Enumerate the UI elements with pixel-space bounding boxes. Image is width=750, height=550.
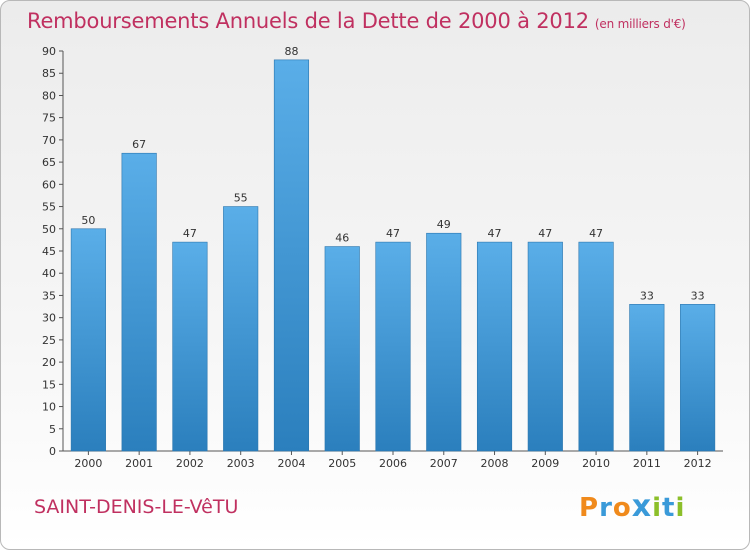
x-tick-label: 2011 xyxy=(633,457,661,470)
x-tick-label: 2008 xyxy=(481,457,509,470)
x-tick-label: 2007 xyxy=(430,457,458,470)
y-tick-label: 45 xyxy=(42,245,56,258)
bar-value-label: 88 xyxy=(284,45,298,58)
bar-value-label: 67 xyxy=(132,138,146,151)
bar-2012 xyxy=(680,304,716,452)
bar-value-label: 47 xyxy=(183,227,197,240)
y-tick-label: 85 xyxy=(42,67,56,80)
x-tick-label: 2004 xyxy=(277,457,305,470)
y-tick-label: 30 xyxy=(42,312,56,325)
bar-value-label: 47 xyxy=(589,227,603,240)
proxiti-logo: Proxiti xyxy=(579,489,686,524)
bar-value-label: 49 xyxy=(437,218,451,231)
bar-2002 xyxy=(172,241,208,452)
bar-2011 xyxy=(629,304,665,452)
y-tick-label: 80 xyxy=(42,89,56,102)
x-tick-label: 2002 xyxy=(176,457,204,470)
y-tick-label: 0 xyxy=(49,445,56,458)
y-tick-label: 60 xyxy=(42,178,56,191)
y-tick-label: 20 xyxy=(42,356,56,369)
bar-2005 xyxy=(324,246,360,452)
bar-2000 xyxy=(70,228,106,452)
y-tick-label: 65 xyxy=(42,156,56,169)
y-tick-label: 40 xyxy=(42,267,56,280)
bar-2004 xyxy=(273,59,310,452)
x-tick-label: 2003 xyxy=(227,457,255,470)
bar-value-label: 33 xyxy=(691,289,705,302)
bar-value-label: 33 xyxy=(640,289,654,302)
x-tick-label: 2010 xyxy=(582,457,610,470)
bar-value-label: 47 xyxy=(538,227,552,240)
bar-2008 xyxy=(476,241,513,452)
y-tick-label: 50 xyxy=(42,223,56,236)
x-tick-label: 2005 xyxy=(328,457,356,470)
chart-unit: (en milliers d'€) xyxy=(594,17,686,31)
x-tick-label: 2006 xyxy=(379,457,407,470)
x-tick-label: 2012 xyxy=(684,457,712,470)
y-tick-label: 10 xyxy=(42,401,56,414)
x-tick-label: 2000 xyxy=(74,457,102,470)
bar-value-label: 55 xyxy=(234,192,248,205)
y-tick-label: 90 xyxy=(42,45,56,58)
y-tick-label: 25 xyxy=(42,334,56,347)
y-tick-label: 5 xyxy=(49,423,56,436)
bar-2009 xyxy=(527,241,563,452)
y-tick-label: 35 xyxy=(42,289,56,302)
y-tick-label: 75 xyxy=(42,112,56,125)
bar-2003 xyxy=(223,206,259,452)
bar-value-label: 47 xyxy=(488,227,502,240)
y-tick-label: 55 xyxy=(42,201,56,214)
bar-value-label: 46 xyxy=(335,232,349,245)
city-name: SAINT-DENIS-LE-VêTU xyxy=(34,496,239,518)
bar-2006 xyxy=(375,241,411,452)
bar-2010 xyxy=(578,241,614,452)
bar-2007 xyxy=(426,232,462,452)
y-tick-label: 15 xyxy=(42,378,56,391)
bar-value-label: 50 xyxy=(81,214,95,227)
x-tick-label: 2001 xyxy=(125,457,153,470)
x-tick-label: 2009 xyxy=(531,457,559,470)
chart-title: Remboursements Annuels de la Dette de 20… xyxy=(27,9,686,33)
y-tick-label: 70 xyxy=(42,134,56,147)
bar-value-label: 47 xyxy=(386,227,400,240)
bar-2001 xyxy=(121,152,157,452)
chart-title-text: Remboursements Annuels de la Dette de 20… xyxy=(27,9,589,33)
